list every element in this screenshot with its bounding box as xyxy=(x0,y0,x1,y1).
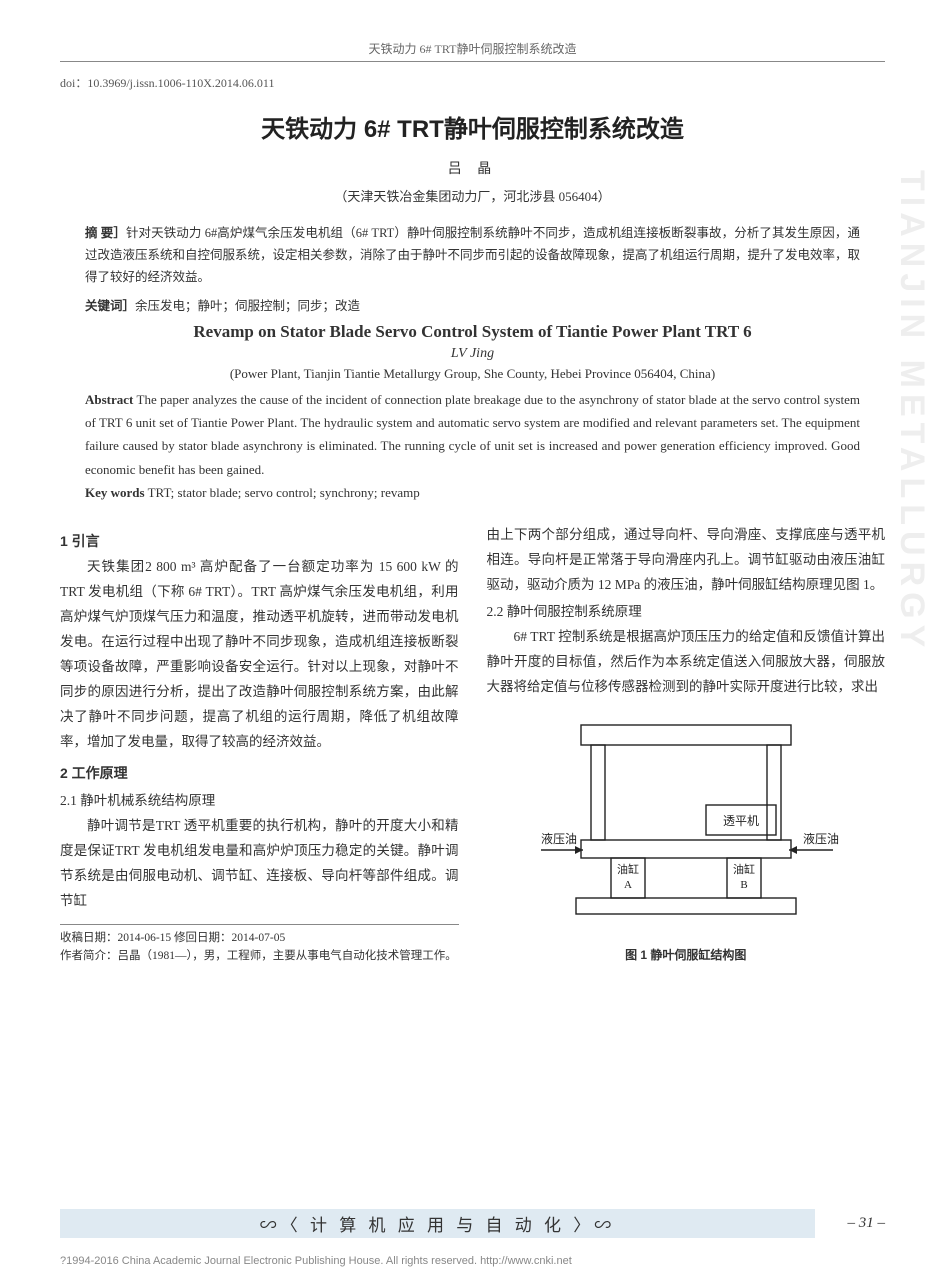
figure-1-svg: 透平机 液压油 液压油 油缸 A 油缸 xyxy=(521,710,851,940)
footnote-author-bio: 作者简介：吕晶（1981—），男，工程师，主要从事电气自动化技术管理工作。 xyxy=(60,947,459,965)
section-2-1-para-cont: 由上下两个部分组成，通过导向杆、导向滑座、支撑底座与透平机相连。导向杆是正常落于… xyxy=(487,523,886,598)
abstract-chinese: 摘 要］针对天铁动力 6#高炉煤气余压发电机组（6# TRT）静叶伺服控制系统静… xyxy=(85,223,860,289)
page-number: – 31 – xyxy=(815,1215,885,1232)
section-category: ∽〈 计 算 机 应 用 与 自 动 化 〉∽ xyxy=(60,1209,815,1238)
left-column: 1 引言 天铁集团2 800 m³ 高炉配备了一台额定功率为 15 600 kW… xyxy=(60,523,459,966)
section-1-para: 天铁集团2 800 m³ 高炉配备了一台额定功率为 15 600 kW 的 TR… xyxy=(60,555,459,755)
bottom-bar: ∽〈 计 算 机 应 用 与 自 动 化 〉∽ – 31 – xyxy=(60,1211,885,1235)
right-column: 由上下两个部分组成，通过导向杆、导向滑座、支撑底座与透平机相连。导向杆是正常落于… xyxy=(487,523,886,966)
section-2-2-heading: 2.2 静叶伺服控制系统原理 xyxy=(487,600,886,625)
section-1-heading: 1 引言 xyxy=(60,529,459,555)
body-columns: 1 引言 天铁集团2 800 m³ 高炉配备了一台额定功率为 15 600 kW… xyxy=(60,523,885,966)
section-2-1-para: 静叶调节是TRT 透平机重要的执行机构，静叶的开度大小和精度是保证TRT 发电机… xyxy=(60,814,459,914)
doi: doi：10.3969/j.issn.1006-110X.2014.06.011 xyxy=(60,74,885,91)
section-2-1-heading: 2.1 静叶机械系统结构原理 xyxy=(60,789,459,814)
figure-1-caption: 图 1 静叶伺服缸结构图 xyxy=(487,944,886,966)
title-english: Revamp on Stator Blade Servo Control Sys… xyxy=(85,322,860,342)
copyright-footer: ?1994-2016 China Academic Journal Electr… xyxy=(60,1255,885,1267)
fig-label-cyl-b-2: B xyxy=(740,879,747,891)
author-english: LV Jing xyxy=(60,346,885,362)
fig-label-turbine: 透平机 xyxy=(723,814,759,828)
fig-label-oil-right: 液压油 xyxy=(803,831,839,846)
keywords-en-label: Key words xyxy=(85,485,145,500)
abstract-en-label: Abstract xyxy=(85,392,133,407)
footnote-separator: 收稿日期：2014-06-15 修回日期：2014-07-05 作者简介：吕晶（… xyxy=(60,924,459,966)
abstract-english: Abstract The paper analyzes the cause of… xyxy=(85,388,860,482)
keywords-en-text: TRT; stator blade; servo control; synchr… xyxy=(145,485,420,500)
affiliation-english: (Power Plant, Tianjin Tiantie Metallurgy… xyxy=(85,366,860,382)
keywords-cn-label: 关键词］ xyxy=(85,299,135,313)
keywords-cn-text: 余压发电；静叶；伺服控制；同步；改造 xyxy=(135,299,360,313)
abstract-cn-label: 摘 要］ xyxy=(85,226,126,240)
title-chinese: 天铁动力 6# TRT静叶伺服控制系统改造 xyxy=(60,109,885,144)
author-chinese: 吕 晶 xyxy=(60,158,885,178)
running-header: 天铁动力 6# TRT静叶伺服控制系统改造 xyxy=(60,40,885,62)
affiliation-chinese: （天津天铁冶金集团动力厂，河北涉县 056404） xyxy=(60,186,885,205)
abstract-en-text: The paper analyzes the cause of the inci… xyxy=(85,392,860,477)
side-watermark: TIANJIN METALLURGY xyxy=(892,170,931,653)
figure-1: 透平机 液压油 液压油 油缸 A 油缸 xyxy=(487,710,886,966)
footnote-dates: 收稿日期：2014-06-15 修回日期：2014-07-05 xyxy=(60,929,459,947)
fig-label-oil-left: 液压油 xyxy=(541,831,577,846)
keywords-english: Key words TRT; stator blade; servo contr… xyxy=(85,485,860,501)
fig-label-cyl-b-1: 油缸 xyxy=(733,862,755,876)
fig-label-cyl-a-1: 油缸 xyxy=(617,862,639,876)
abstract-cn-text: 针对天铁动力 6#高炉煤气余压发电机组（6# TRT）静叶伺服控制系统静叶不同步… xyxy=(85,226,860,284)
section-2-2-para: 6# TRT 控制系统是根据高炉顶压压力的给定值和反馈值计算出静叶开度的目标值，… xyxy=(487,625,886,700)
keywords-chinese: 关键词］余压发电；静叶；伺服控制；同步；改造 xyxy=(85,295,860,314)
fig-label-cyl-a-2: A xyxy=(624,879,632,891)
section-2-heading: 2 工作原理 xyxy=(60,761,459,787)
